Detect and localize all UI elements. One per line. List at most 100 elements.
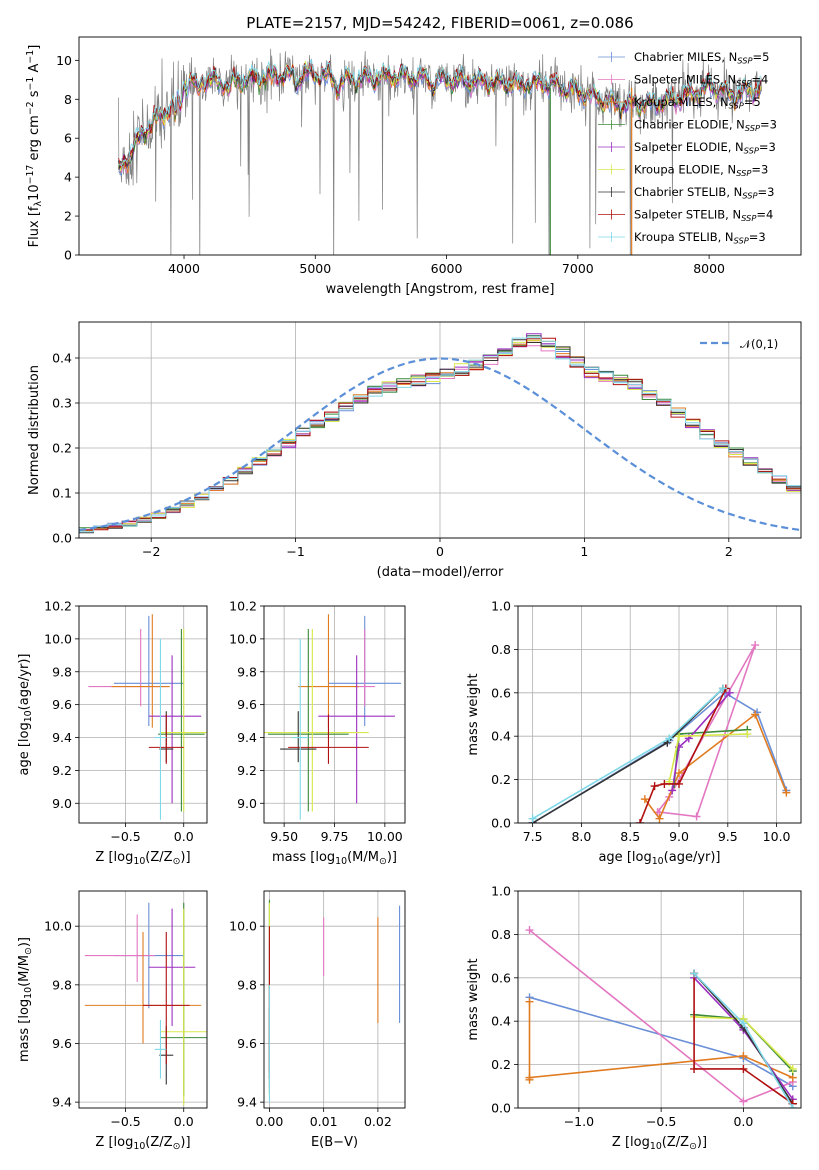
y-tick-label: 1.0: [491, 884, 511, 899]
y-tick-label: 9.4: [237, 1095, 257, 1110]
spectrum-panel: 4000 5000 6000 7000 8000 0 2 4 6 8 10 wavelength [A…: [25, 36, 802, 297]
weight-point-marker: [751, 710, 760, 719]
weight-point-marker: [739, 1064, 748, 1073]
z-weight-panel: −1.0 −0.5 0.0 0.0 0.2 0.4 0.6 0.8 1.0 Z [log10(Z/…: [466, 884, 802, 1152]
y-axis-label: mass weight: [466, 673, 481, 755]
x-tick-label: 0.00: [256, 1114, 284, 1129]
y-tick-label: 0.4: [491, 729, 511, 744]
x-axis-label: (data−model)/error: [377, 565, 504, 580]
y-tick-label: 0.0: [52, 531, 72, 546]
x-tick-label: 8000: [693, 261, 725, 276]
x-axis-label: Z [log10(Z/Z⊙)]: [95, 850, 190, 867]
x-tick-label: 8.0: [571, 829, 591, 844]
weight-series-line: [644, 713, 788, 821]
weight-point-marker: [675, 732, 684, 741]
x-tick-label: 6000: [431, 261, 463, 276]
x-tick-label: −0.5: [110, 1114, 140, 1129]
y-axis-label: Flux [fλ10−17 erg cm−2 s−1 A−1]: [25, 45, 44, 248]
y-tick-label: 10.0: [44, 919, 72, 934]
legend-label: 𝒩(0,1): [740, 337, 778, 351]
y-tick-label: 9.6: [52, 1036, 72, 1051]
x-axis-label: age [log10(age/yr)]: [598, 850, 720, 867]
weight-point-marker: [640, 795, 649, 804]
y-tick-label: 9.8: [52, 664, 72, 679]
x-tick-label: 9.5: [718, 829, 738, 844]
y-tick-label: 0.6: [491, 685, 511, 700]
y-axis-label: age [log10(age/yr)]: [17, 653, 34, 775]
legend-label: Kroupa ELODIE, NSSP=3: [634, 163, 768, 179]
weight-point-marker: [788, 1064, 797, 1073]
weight-point-marker: [690, 969, 699, 978]
y-tick-label: 9.2: [52, 763, 72, 778]
weight-point-marker: [525, 926, 534, 935]
y-tick-label: 10.0: [44, 631, 72, 646]
weight-point-marker: [665, 734, 674, 743]
weight-series-line: [693, 973, 794, 1105]
x-tick-label: 2: [725, 544, 733, 559]
y-tick-label: 10.0: [229, 631, 257, 646]
x-tick-label: 4000: [168, 261, 200, 276]
weight-point-marker: [635, 819, 644, 823]
plot-area: [118, 48, 762, 255]
y-tick-label: 2: [64, 209, 72, 224]
weight-point-marker: [675, 769, 684, 778]
z-mass-panel: −0.5 0.0 9.4 9.6 9.8 10.0 Z [log10(Z/Z⊙)] mass …: [17, 890, 208, 1152]
y-tick-label: 10.0: [229, 919, 257, 934]
x-axis-label: E(B−V): [311, 1135, 358, 1150]
weight-point-marker: [660, 779, 669, 788]
y-tick-label: 9.6: [237, 1036, 257, 1051]
y-tick-label: 0.1: [52, 486, 72, 501]
weight-point-marker: [692, 812, 701, 821]
y-tick-label: 10: [56, 53, 72, 68]
plot-area: [268, 899, 401, 1103]
plot-area: [79, 333, 801, 534]
x-axis-label: wavelength [Angstrom, rest frame]: [326, 282, 555, 297]
y-tick-label: 0.4: [52, 351, 72, 366]
weight-point-marker: [743, 730, 752, 739]
weight-point-marker: [690, 1064, 699, 1073]
y-axis-label: mass [log10(M/M⊙)]: [17, 937, 34, 1062]
y-tick-label: 8: [64, 92, 72, 107]
weight-series-line: [639, 688, 727, 823]
plot-area: [525, 926, 797, 1108]
weight-point-marker: [739, 1051, 748, 1060]
y-tick-label: 9.6: [237, 697, 257, 712]
model-spectrum-line: [118, 59, 762, 167]
y-tick-label: 9.0: [52, 796, 72, 811]
residual-histogram-panel: −2 −1 0 1 2 0.0 0.1 0.2 0.3 0.4 (data−model)/error…: [27, 321, 802, 580]
y-tick-label: 0: [64, 248, 72, 263]
x-tick-label: 10.00: [367, 829, 403, 844]
y-tick-label: 0.0: [491, 816, 511, 831]
z-age-panel: −0.5 0.0 9.0 9.2 9.4 9.6 9.8 10.0 10.2 Z [log10(Z…: [17, 599, 208, 867]
y-tick-label: 9.0: [237, 796, 257, 811]
axes-frame: [78, 890, 208, 1109]
y-tick-label: 9.2: [237, 763, 257, 778]
x-tick-label: −0.5: [646, 1114, 676, 1129]
y-tick-label: 9.4: [237, 730, 257, 745]
axes-frame: [78, 36, 802, 256]
x-tick-label: 0.02: [364, 1114, 392, 1129]
x-axis-label: mass [log10(M/M⊙)]: [272, 850, 397, 867]
age-weight-panel: 7.5 8.0 8.5 9.0 9.5 10.0 0.0 0.2 0.4 0.6 0.8 1.0 age…: [466, 599, 802, 867]
weight-point-marker: [525, 1073, 534, 1082]
spectrum-title: PLATE=2157, MJD=54242, FIBERID=0061, z=0…: [246, 14, 633, 32]
x-axis-label: Z [log10(Z/Z⊙)]: [95, 1135, 190, 1152]
ebv-mass-panel: 0.00 0.01 0.02 9.4 9.6 9.8 10.0 E(B−V): [229, 890, 406, 1150]
y-tick-label: 0.2: [52, 441, 72, 456]
x-tick-label: 8.5: [620, 829, 640, 844]
legend-label: Chabrier STELIB, NSSP=3: [634, 185, 774, 201]
y-axis-label: Normed distribution: [27, 365, 42, 495]
y-tick-label: 0.4: [491, 1014, 511, 1029]
weight-point-marker: [788, 1104, 797, 1108]
weight-series-line: [532, 691, 788, 823]
axes-frame: [78, 321, 802, 539]
x-tick-label: −2: [142, 544, 160, 559]
legend-label: Salpeter STELIB, NSSP=4: [634, 208, 773, 224]
x-tick-label: 7.5: [523, 829, 543, 844]
x-tick-label: 10.0: [763, 829, 791, 844]
legend-label: Kroupa STELIB, NSSP=3: [634, 230, 766, 246]
axes-frame: [517, 605, 802, 824]
y-tick-label: 9.4: [52, 730, 72, 745]
y-tick-label: 0.3: [52, 396, 72, 411]
